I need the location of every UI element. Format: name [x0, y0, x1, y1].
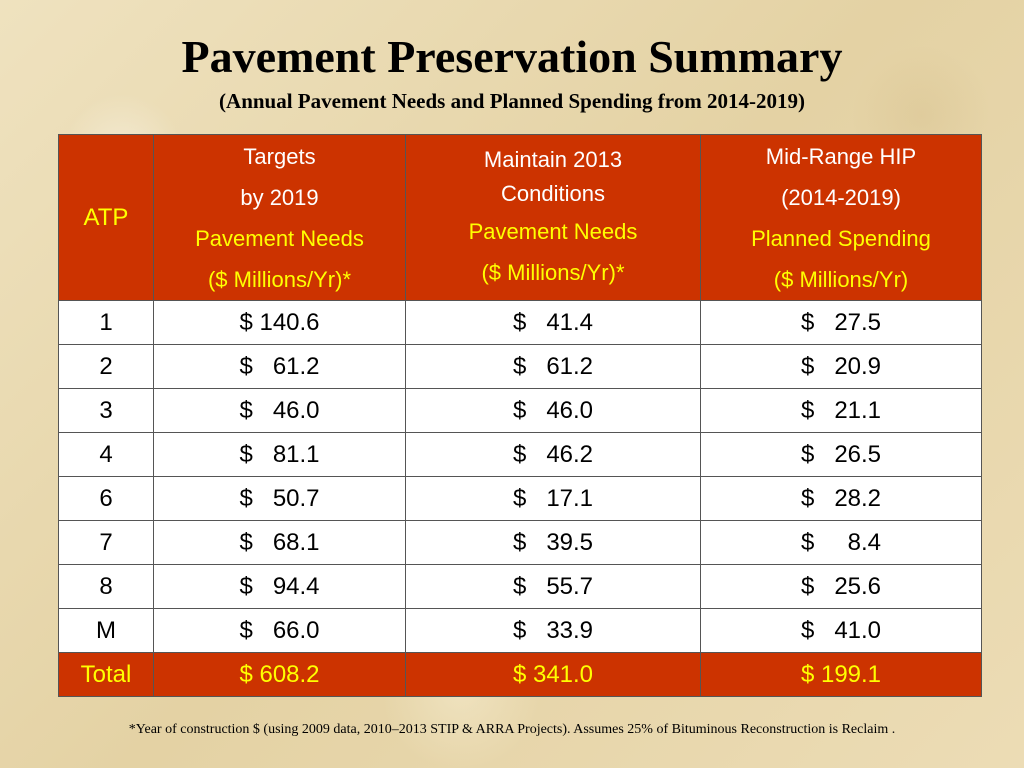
cell-atp: 3 — [58, 388, 154, 433]
header-midrange-line4: ($ Millions/Yr) — [773, 266, 909, 292]
cell-atp: 8 — [58, 564, 154, 609]
header-maintain-line3: ($ Millions/Yr)* — [481, 259, 625, 285]
cell-targets: $ 140.6 — [153, 300, 406, 345]
cell-maintain: $ 55.7 — [405, 564, 701, 609]
cell-midrange: $ 27.5 — [700, 300, 982, 345]
header-targets-line2: by 2019 — [240, 184, 319, 210]
cell-midrange: $ 25.6 — [700, 564, 982, 609]
table-row: 2 $ 61.2 $ 61.2 $ 20.9 — [58, 344, 982, 389]
cell-maintain: $ 46.0 — [405, 388, 701, 433]
header-midrange: Mid-Range HIP (2014-2019) Planned Spendi… — [700, 134, 982, 301]
cell-maintain: $ 61.2 — [405, 344, 701, 389]
header-targets-line1: Targets — [243, 143, 316, 169]
cell-atp: 4 — [58, 432, 154, 477]
header-maintain-line1: Maintain 2013 Conditions — [483, 146, 623, 206]
cell-targets: $ 61.2 — [153, 344, 406, 389]
cell-midrange: $ 41.0 — [700, 608, 982, 653]
table-row: 4 $ 81.1 $ 46.2 $ 26.5 — [58, 432, 982, 477]
table-row: 3 $ 46.0 $ 46.0 $ 21.1 — [58, 388, 982, 433]
cell-midrange: $ 199.1 — [700, 652, 982, 697]
header-maintain-line2: Pavement Needs — [468, 218, 638, 244]
table-row: 8 $ 94.4 $ 55.7 $ 25.6 — [58, 564, 982, 609]
footnote: *Year of construction $ (using 2009 data… — [128, 722, 896, 737]
cell-midrange: $ 28.2 — [700, 476, 982, 521]
header-maintain: Maintain 2013 Conditions Pavement Needs … — [405, 134, 701, 301]
cell-atp: 6 — [58, 476, 154, 521]
table-header-row: ATP Targets by 2019 Pavement Needs ($ Mi… — [58, 134, 982, 301]
cell-atp: 1 — [58, 300, 154, 345]
cell-atp: Total — [58, 652, 154, 697]
header-midrange-line1: Mid-Range HIP — [765, 143, 917, 169]
cell-maintain: $ 39.5 — [405, 520, 701, 565]
page-title: Pavement Preservation Summary — [181, 31, 843, 82]
cell-atp: M — [58, 608, 154, 653]
cell-maintain: $ 17.1 — [405, 476, 701, 521]
table-row: 7 $ 68.1 $ 39.5 $ 8.4 — [58, 520, 982, 565]
header-atp: ATP — [58, 134, 154, 301]
summary-table: ATP Targets by 2019 Pavement Needs ($ Mi… — [58, 134, 982, 697]
cell-maintain: $ 46.2 — [405, 432, 701, 477]
cell-targets: $ 608.2 — [153, 652, 406, 697]
cell-maintain: $ 341.0 — [405, 652, 701, 697]
header-midrange-line2: (2014-2019) — [781, 184, 901, 210]
page-subtitle: (Annual Pavement Needs and Planned Spend… — [219, 89, 805, 113]
cell-atp: 7 — [58, 520, 154, 565]
cell-targets: $ 50.7 — [153, 476, 406, 521]
cell-targets: $ 68.1 — [153, 520, 406, 565]
table-row: 6 $ 50.7 $ 17.1 $ 28.2 — [58, 476, 982, 521]
header-targets-line3: Pavement Needs — [195, 225, 364, 251]
header-midrange-line3: Planned Spending — [751, 225, 931, 251]
table-total-row: Total $ 608.2 $ 341.0 $ 199.1 — [58, 652, 982, 697]
cell-targets: $ 46.0 — [153, 388, 406, 433]
cell-midrange: $ 8.4 — [700, 520, 982, 565]
cell-targets: $ 66.0 — [153, 608, 406, 653]
header-targets: Targets by 2019 Pavement Needs ($ Millio… — [153, 134, 406, 301]
cell-targets: $ 81.1 — [153, 432, 406, 477]
cell-midrange: $ 20.9 — [700, 344, 982, 389]
header-targets-line4: ($ Millions/Yr)* — [207, 266, 352, 292]
cell-midrange: $ 21.1 — [700, 388, 982, 433]
cell-targets: $ 94.4 — [153, 564, 406, 609]
table-row: 1 $ 140.6 $ 41.4 $ 27.5 — [58, 300, 982, 345]
cell-maintain: $ 33.9 — [405, 608, 701, 653]
cell-midrange: $ 26.5 — [700, 432, 982, 477]
cell-maintain: $ 41.4 — [405, 300, 701, 345]
table-row: M $ 66.0 $ 33.9 $ 41.0 — [58, 608, 982, 653]
cell-atp: 2 — [58, 344, 154, 389]
